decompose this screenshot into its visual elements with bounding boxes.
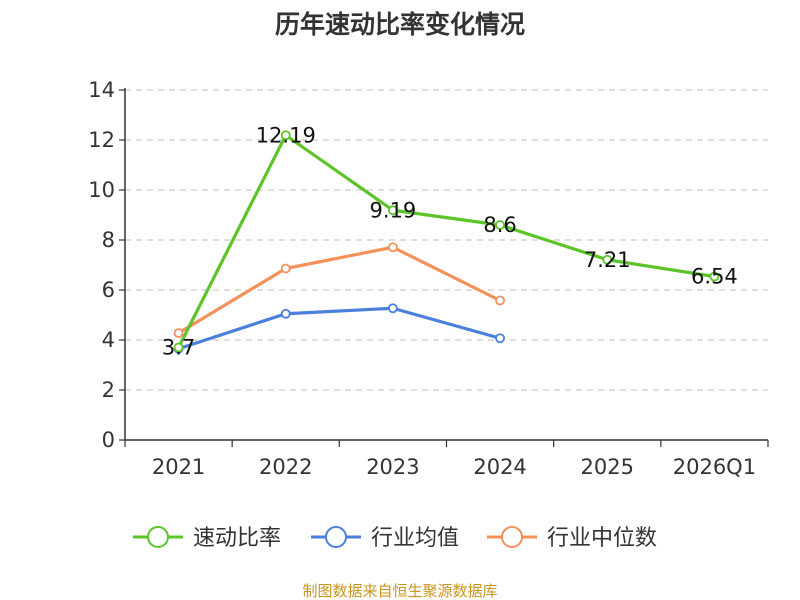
x-tick-label: 2025 [581, 455, 634, 479]
x-tick-label: 2022 [259, 455, 312, 479]
data-point-0 [388, 205, 398, 216]
legend-item-0[interactable]: 速动比率 [133, 526, 281, 551]
source-note: 制图数据来自恒生聚源数据库 [302, 582, 497, 600]
chart-title: 历年速动比率变化情况 [275, 10, 525, 39]
data-label: 12.19 [256, 123, 316, 147]
data-label: 3.7 [162, 336, 195, 360]
data-point-0 [709, 271, 720, 282]
data-point-0 [495, 220, 505, 230]
data-label: 8.6 [483, 213, 516, 237]
y-tick-label: 8 [102, 228, 115, 252]
legend-label: 行业中位数 [547, 526, 657, 551]
data-label: 9.19 [370, 198, 417, 222]
data-point-1 [280, 308, 291, 319]
y-tick-label: 2 [102, 378, 115, 402]
x-tick-label: 2024 [473, 455, 526, 479]
y-tick-label: 0 [102, 428, 115, 452]
data-label: 7.21 [584, 248, 631, 272]
legend-item-2[interactable]: 行业中位数 [487, 526, 657, 551]
x-tick-label: 2023 [366, 455, 419, 479]
data-point-2 [280, 263, 291, 274]
series-line-0 [177, 133, 715, 349]
x-tick-label: 2026Q1 [673, 455, 756, 479]
legend-marker [147, 526, 169, 548]
x-tick-label: 2021 [152, 455, 205, 479]
grid-lines [125, 89, 768, 391]
y-tick-label: 6 [102, 278, 115, 302]
series-line-1 [178, 306, 501, 351]
y-tick-label: 12 [88, 128, 115, 152]
legend-label: 行业均值 [371, 526, 459, 551]
y-tick-label: 10 [88, 178, 115, 202]
legend-marker [325, 526, 347, 548]
y-tick-label: 14 [88, 78, 115, 102]
legend-label: 速动比率 [193, 526, 281, 551]
data-labels: 3.7 12.19 9.19 8.6 7.21 6.54 [162, 123, 738, 359]
series-line-2 [177, 245, 501, 335]
data-point-1 [495, 333, 505, 344]
legend-marker [501, 526, 523, 548]
legend[interactable]: 速动比率 行业均值 行业中位数 [133, 526, 657, 551]
data-point-2 [173, 328, 184, 338]
data-point-2 [495, 295, 505, 306]
data-point-0 [602, 254, 613, 265]
data-label: 6.54 [691, 265, 738, 289]
legend-item-1[interactable]: 行业均值 [311, 526, 459, 551]
y-tick-label: 4 [102, 328, 115, 352]
axes: 0 2 4 6 8 10 12 14 2021 2022 2023 2024 2025 2026Q1 [88, 78, 769, 479]
series-lines [173, 130, 720, 354]
data-point-1 [388, 303, 398, 314]
data-point-0 [280, 130, 291, 141]
data-point-0 [173, 342, 184, 353]
data-point-2 [388, 242, 398, 253]
